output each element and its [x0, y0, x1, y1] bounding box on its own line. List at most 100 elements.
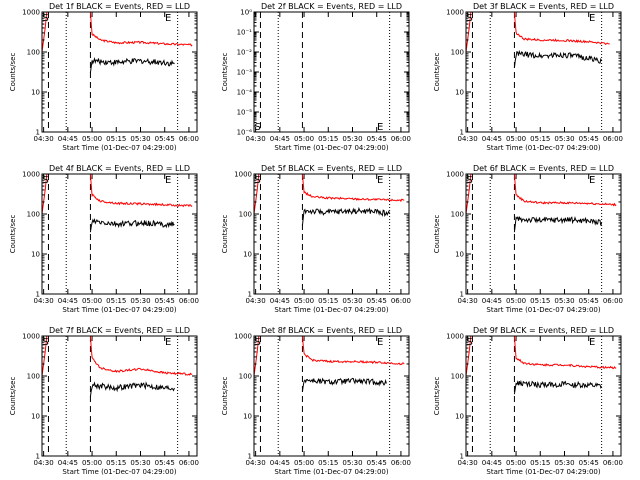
x-tick-label: 05:45: [367, 297, 387, 305]
x-tick-label: 06:00: [603, 459, 623, 467]
y-tick-label: 10⁻⁶: [237, 129, 253, 137]
y-tick-label: 10⁰: [240, 9, 252, 17]
y-tick-label: 100: [27, 373, 40, 381]
y-tick-label: 100: [451, 211, 464, 219]
x-tick-label: 05:45: [579, 459, 599, 467]
x-tick-label: 06:00: [391, 459, 411, 467]
x-tick-label: 05:30: [554, 459, 574, 467]
marker-e: E: [165, 337, 171, 348]
panel-title: Det 8f BLACK = Events, RED = LLD: [261, 326, 402, 335]
y-tick-label: 10⁻⁴: [237, 89, 253, 97]
panel-6: Det 6f BLACK = Events, RED = LLD 1 10 100 10…: [433, 164, 623, 314]
y-tick-label: 10: [243, 413, 252, 421]
x-tick-label: 04:30: [458, 135, 478, 143]
y-tick-label: 100: [451, 49, 464, 57]
x-tick-label: 05:30: [130, 135, 150, 143]
marker-e: E: [377, 122, 383, 133]
marker-s: S: [466, 337, 472, 348]
x-axis-label: Start Time (01-Dec-07 04:29:00): [486, 144, 600, 152]
series-line-events: [89, 57, 175, 73]
panel-title: Det 6f BLACK = Events, RED = LLD: [473, 164, 614, 173]
x-tick-label: 05:15: [530, 135, 550, 143]
x-tick-label: 06:00: [391, 135, 411, 143]
x-tick-label: 05:45: [155, 135, 175, 143]
panel-title: Det 9f BLACK = Events, RED = LLD: [473, 326, 614, 335]
series-line-events: [301, 377, 387, 392]
x-axis-label: Start Time (01-Dec-07 04:29:00): [62, 468, 176, 476]
plot-frame: [253, 173, 410, 295]
panel-2: Det 2f BLACK = Events, RED = LLD 10⁻⁶ 10⁻⁵…: [221, 2, 411, 152]
x-axis-label: Start Time (01-Dec-07 04:29:00): [62, 144, 176, 152]
y-tick-label: 10⁻²: [237, 49, 253, 57]
series-line-events: [89, 381, 175, 397]
marker-s: S: [42, 175, 48, 186]
series-line-events: [301, 206, 391, 227]
plot-frame: [41, 11, 198, 133]
x-tick-label: 04:30: [458, 297, 478, 305]
panel-1: Det 1f BLACK = Events, RED = LLD 1 10 100 10…: [9, 2, 199, 152]
y-tick-label: 10: [455, 413, 464, 421]
x-tick-label: 04:45: [58, 459, 78, 467]
x-tick-label: 05:15: [318, 459, 338, 467]
marker-s: S: [42, 337, 48, 348]
plot-frame: [41, 335, 198, 457]
x-tick-label: 06:00: [179, 297, 199, 305]
x-tick-label: 05:15: [106, 297, 126, 305]
x-tick-label: 06:00: [603, 297, 623, 305]
y-axis-label: Counts/sec: [433, 53, 441, 92]
marker-s: S: [254, 337, 260, 348]
marker-s: S: [466, 175, 472, 186]
x-tick-label: 04:30: [246, 135, 266, 143]
marker-e: E: [165, 13, 171, 24]
x-tick-label: 05:30: [342, 459, 362, 467]
series-line-events: [513, 49, 603, 68]
x-tick-label: 04:45: [482, 297, 502, 305]
x-tick-label: 04:45: [270, 135, 290, 143]
x-axis-label: Start Time (01-Dec-07 04:29:00): [62, 306, 176, 314]
y-axis-label: Counts/sec: [433, 377, 441, 416]
series-line-events: [89, 217, 175, 233]
x-tick-label: 05:45: [579, 135, 599, 143]
y-tick-label: 1000: [234, 333, 252, 341]
x-tick-label: 05:00: [82, 135, 102, 143]
x-tick-label: 05:15: [106, 459, 126, 467]
x-axis-label: Start Time (01-Dec-07 04:29:00): [274, 468, 388, 476]
y-tick-label: 100: [239, 373, 252, 381]
marker-s: S: [466, 13, 472, 24]
y-axis-label: Counts/sec: [221, 53, 229, 92]
y-axis-label: Counts/sec: [221, 377, 229, 416]
y-tick-label: 1000: [22, 171, 40, 179]
x-tick-label: 05:00: [506, 135, 526, 143]
marker-s: S: [254, 122, 260, 133]
y-tick-label: 10⁻³: [237, 69, 253, 77]
panel-title: Det 7f BLACK = Events, RED = LLD: [49, 326, 190, 335]
x-tick-label: 05:00: [82, 459, 102, 467]
y-tick-label: 1000: [22, 9, 40, 17]
plot-frame: [253, 11, 410, 133]
panel-title: Det 3f BLACK = Events, RED = LLD: [473, 2, 614, 11]
x-tick-label: 05:15: [106, 135, 126, 143]
marker-s: S: [254, 175, 260, 186]
y-tick-label: 10: [31, 251, 40, 259]
x-tick-label: 04:30: [458, 459, 478, 467]
marker-s: S: [42, 13, 48, 24]
x-tick-label: 04:45: [270, 297, 290, 305]
x-tick-label: 05:00: [82, 297, 102, 305]
x-tick-label: 06:00: [603, 135, 623, 143]
y-tick-label: 1000: [446, 333, 464, 341]
marker-e: E: [589, 337, 595, 348]
x-tick-label: 05:15: [318, 135, 338, 143]
y-tick-label: 1: [460, 291, 464, 299]
y-tick-label: 1000: [446, 9, 464, 17]
x-tick-label: 04:30: [34, 135, 54, 143]
x-tick-label: 06:00: [179, 135, 199, 143]
x-tick-label: 05:00: [506, 297, 526, 305]
x-tick-label: 04:30: [34, 297, 54, 305]
y-tick-label: 10: [243, 251, 252, 259]
marker-e: E: [377, 337, 383, 348]
panel-title: Det 2f BLACK = Events, RED = LLD: [261, 2, 402, 11]
x-axis-label: Start Time (01-Dec-07 04:29:00): [274, 144, 388, 152]
y-tick-label: 1000: [234, 171, 252, 179]
x-tick-label: 06:00: [179, 459, 199, 467]
